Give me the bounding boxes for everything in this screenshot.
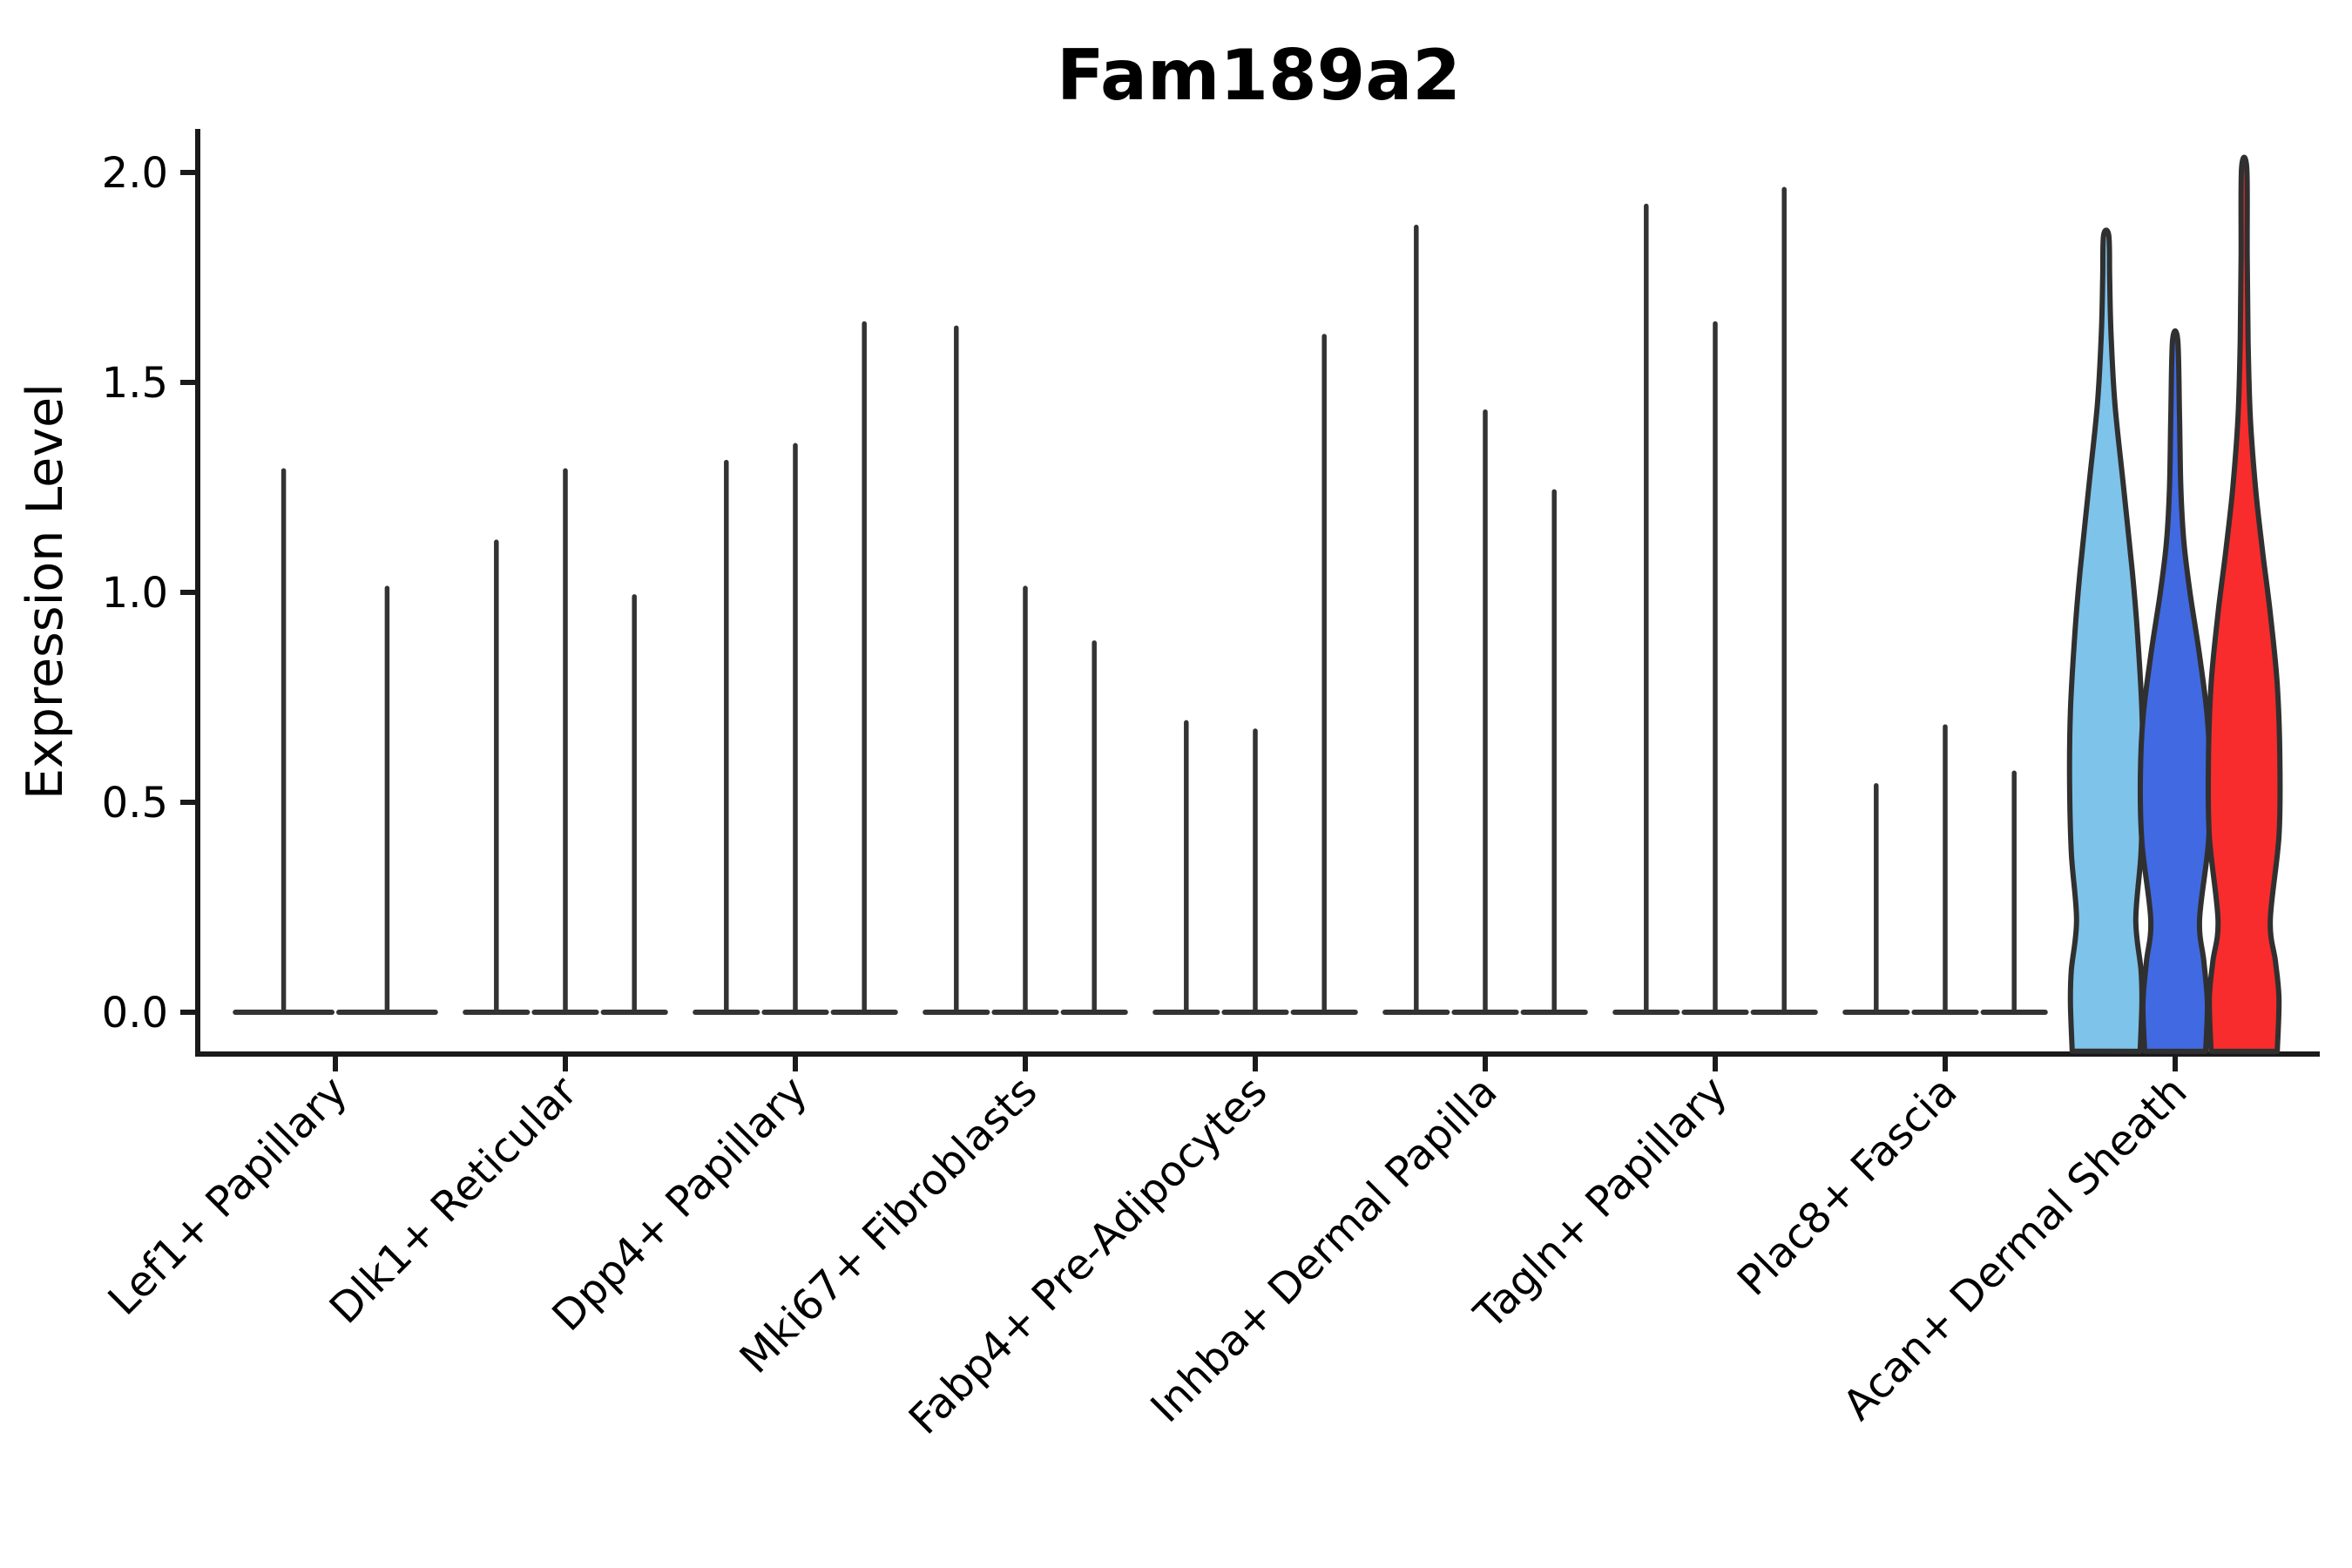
category-label: Dlk1+ Reticular (321, 1067, 587, 1334)
category-label: Lef1+ Papillary (99, 1067, 357, 1325)
category-label: Tagln+ Papillary (1464, 1067, 1736, 1339)
y-tick-label: 1.5 (102, 359, 168, 408)
violin-group-3 (923, 325, 1128, 1015)
category-label: Plac8+ Fascia (1728, 1067, 1967, 1306)
violin-group-5 (1382, 224, 1588, 1015)
violin-group-8 (2066, 154, 2283, 1054)
violin-group-0 (233, 468, 438, 1015)
y-tick-label: 1.0 (102, 569, 168, 618)
violin-8-1 (2137, 328, 2213, 1054)
y-tick-label: 0.0 (102, 989, 168, 1037)
y-tick-label: 2.0 (102, 149, 168, 198)
violin-group-7 (1842, 724, 2048, 1015)
violin-group-4 (1152, 334, 1358, 1015)
category-label: Dpp4+ Papillary (543, 1067, 816, 1341)
violin-8-0 (2066, 227, 2146, 1054)
violin-8-2 (2205, 154, 2283, 1054)
y-axis-label: Expression Level (17, 383, 74, 800)
violin-group-1 (463, 468, 668, 1015)
y-tick-label: 0.5 (102, 779, 168, 828)
violin-group-6 (1612, 186, 1818, 1015)
violin-group-2 (693, 321, 898, 1015)
plot-title: Fam189a2 (1057, 35, 1461, 116)
